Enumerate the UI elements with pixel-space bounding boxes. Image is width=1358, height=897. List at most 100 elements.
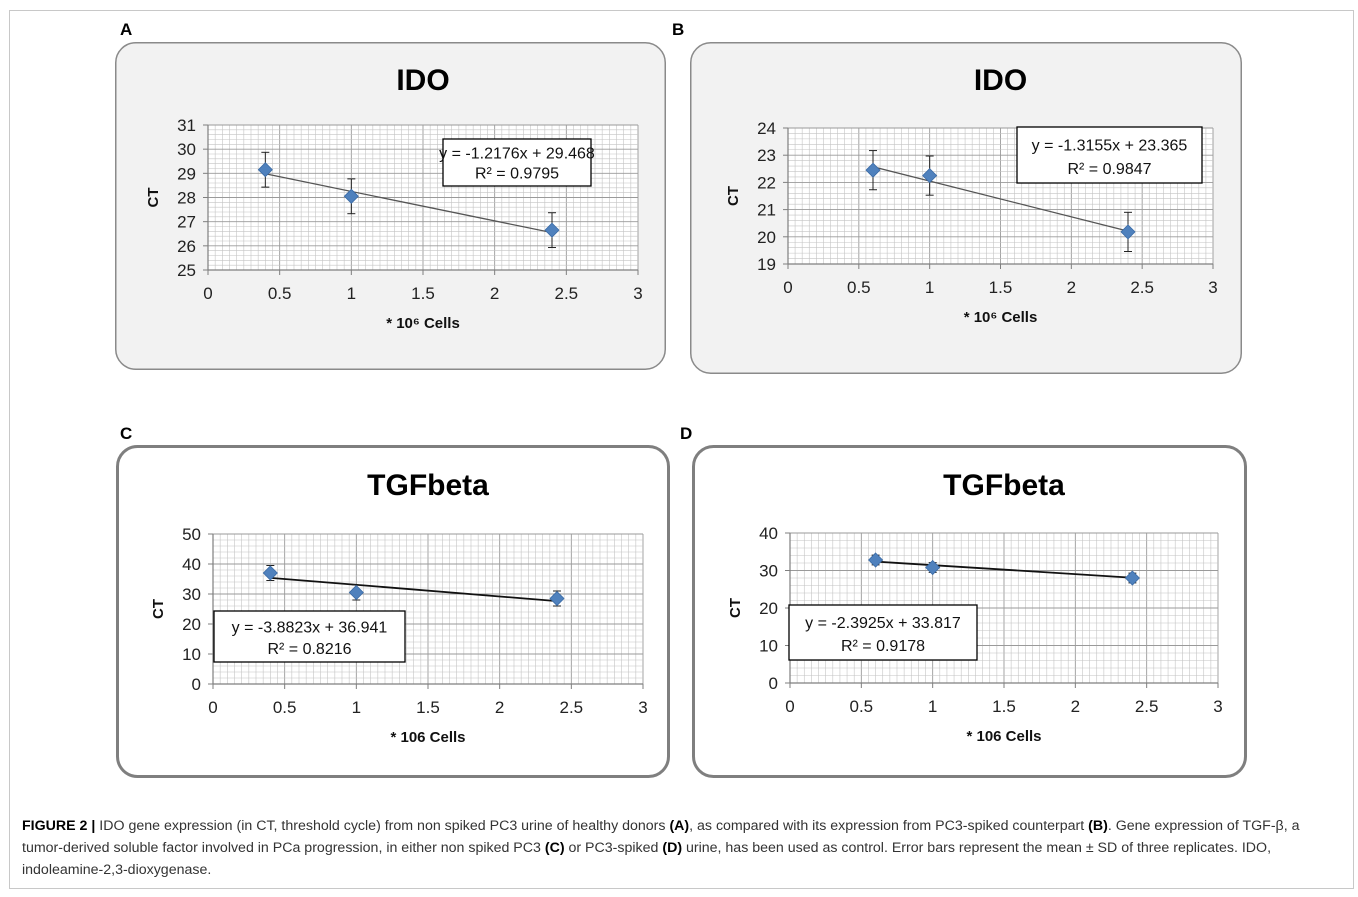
y-tick-label: 20 [182, 615, 201, 634]
caption-text-2: , as compared with its expression from P… [689, 818, 1089, 834]
caption-text-1: IDO gene expression (in CT, threshold cy… [95, 818, 670, 834]
trendline [872, 166, 1129, 232]
panel-letter-d: D [680, 424, 693, 443]
y-tick-label: 24 [757, 119, 776, 138]
x-tick-label: 3 [633, 284, 642, 303]
y-tick-label: 20 [759, 599, 778, 618]
x-tick-label: 1 [925, 278, 934, 297]
r-squared-value: R² = 0.8216 [267, 641, 351, 658]
trendline-equation: y = -2.3925x + 33.817 [805, 615, 961, 632]
y-tick-label: 10 [182, 645, 201, 664]
x-tick-label: 1 [928, 697, 937, 716]
data-point-marker [922, 168, 938, 184]
equation-box [1016, 126, 1203, 184]
y-tick-label: 28 [177, 189, 196, 208]
x-tick-label: 3 [1208, 278, 1217, 297]
equation-box [442, 138, 592, 187]
x-axis-label: * 106 Cells [390, 729, 465, 746]
x-tick-label: 0 [203, 284, 212, 303]
x-tick-label: 1.5 [411, 284, 435, 303]
caption-text-5: urine, has been used as control. Error b… [22, 840, 1272, 878]
trendline-equation: y = -1.3155x + 23.365 [1032, 138, 1188, 155]
y-tick-label: 50 [182, 525, 201, 544]
data-point-marker [1120, 224, 1136, 240]
y-tick-label: 20 [757, 228, 776, 247]
caption-ref-b: (B) [1088, 818, 1108, 834]
figure-caption: FIGURE 2 | IDO gene expression (in CT, t… [22, 815, 1332, 881]
trendline [875, 560, 1133, 579]
equation-box [788, 604, 978, 661]
y-tick-label: 19 [757, 255, 776, 274]
x-axis-label: * 106 Cells [966, 728, 1041, 745]
y-tick-label: 40 [182, 555, 201, 574]
caption-text-4: or PC3-spiked [564, 840, 663, 856]
data-point-marker [1124, 570, 1140, 586]
y-tick-label: 22 [757, 173, 776, 192]
trendline-equation: y = -3.8823x + 36.941 [232, 619, 388, 636]
x-tick-label: 3 [1213, 697, 1222, 716]
caption-ref-a: (A) [669, 818, 690, 834]
x-tick-label: 0.5 [273, 698, 297, 717]
caption-label: FIGURE 2 | [22, 818, 96, 834]
y-tick-label: 0 [769, 674, 778, 693]
x-axis-label: * 10⁶ Cells [964, 309, 1038, 326]
y-tick-label: 0 [192, 675, 201, 694]
x-tick-label: 0 [785, 697, 794, 716]
r-squared-value: R² = 0.9795 [475, 165, 559, 182]
data-point-marker [257, 162, 273, 178]
x-tick-label: 2 [1067, 278, 1076, 297]
y-tick-label: 21 [757, 201, 776, 220]
trendline [265, 173, 553, 234]
panel-letter-c: C [120, 424, 133, 443]
x-tick-label: 1 [347, 284, 356, 303]
caption-ref-d: (D) [662, 840, 683, 856]
x-tick-label: 2 [495, 698, 504, 717]
data-point-marker [925, 559, 941, 576]
x-tick-label: 1.5 [992, 697, 1016, 716]
trendline [270, 576, 558, 603]
data-point-marker [549, 590, 565, 607]
chart-title: IDO [974, 64, 1027, 97]
data-point-marker [865, 162, 881, 178]
panel-letter-a: A [120, 20, 133, 39]
y-tick-label: 27 [177, 213, 196, 232]
x-tick-label: 0.5 [850, 697, 874, 716]
y-tick-label: 25 [177, 261, 196, 280]
x-tick-label: 2.5 [560, 698, 584, 717]
y-axis-label: CT [145, 188, 162, 208]
chart-title: IDO [396, 64, 449, 97]
caption-text-3: . Gene expression of TGF-β, a tumor-deri… [22, 818, 1300, 856]
data-point-marker [868, 552, 884, 568]
x-tick-label: 1 [352, 698, 361, 717]
x-tick-label: 2.5 [1130, 278, 1154, 297]
y-tick-label: 10 [759, 637, 778, 656]
equation-box [213, 610, 406, 663]
r-squared-value: R² = 0.9847 [1067, 161, 1151, 178]
chart-panel-b: 0 0.5 1 1.5 2 2.5 3 19 20 21 22 23 24 IDO * 10⁶ Cells C… [690, 42, 1242, 374]
x-tick-label: 0.5 [268, 284, 292, 303]
chart-title: TGFbeta [943, 469, 1065, 502]
y-tick-label: 31 [177, 116, 196, 135]
data-point-marker [343, 188, 359, 204]
chart-title: TGFbeta [367, 469, 489, 502]
panel-letter-b: B [672, 20, 685, 39]
y-tick-label: 29 [177, 164, 196, 183]
data-point-marker [262, 565, 278, 581]
figure-frame [9, 10, 1354, 889]
y-axis-label: CT [150, 599, 167, 619]
x-tick-label: 0 [208, 698, 217, 717]
y-tick-label: 40 [759, 524, 778, 543]
data-point-marker [544, 222, 560, 238]
r-squared-value: R² = 0.9178 [841, 638, 925, 655]
x-tick-label: 1.5 [416, 698, 440, 717]
chart-panel-a: 0 0.5 1 1.5 2 2.5 3 25 26 27 28 29 30 31 IDO * 10⁶ Cell… [115, 42, 666, 370]
y-axis-label: CT [725, 186, 742, 206]
x-tick-label: 3 [638, 698, 647, 717]
y-tick-label: 30 [182, 585, 201, 604]
y-tick-label: 23 [757, 146, 776, 165]
x-tick-label: 2 [490, 284, 499, 303]
x-tick-label: 2.5 [1135, 697, 1159, 716]
y-tick-label: 30 [759, 562, 778, 581]
